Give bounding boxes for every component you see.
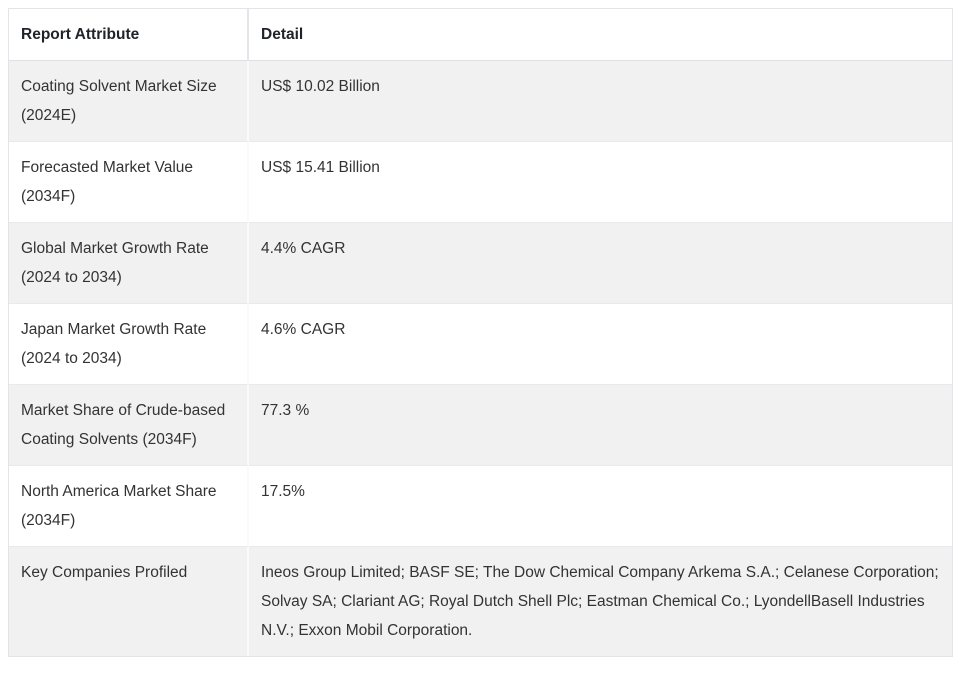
attribute-cell: North America Market Share (2034F)	[9, 466, 249, 547]
detail-cell: US$ 10.02 Billion	[249, 61, 952, 142]
table-row: Coating Solvent Market Size (2024E) US$ …	[9, 61, 952, 142]
attribute-cell: Forecasted Market Value (2034F)	[9, 142, 249, 223]
column-header-report-attribute: Report Attribute	[9, 9, 249, 61]
detail-cell: US$ 15.41 Billion	[249, 142, 952, 223]
detail-cell: Ineos Group Limited; BASF SE; The Dow Ch…	[249, 547, 952, 656]
attribute-cell: Coating Solvent Market Size (2024E)	[9, 61, 249, 142]
table-row: Global Market Growth Rate (2024 to 2034)…	[9, 223, 952, 304]
attribute-cell: Market Share of Crude-based Coating Solv…	[9, 385, 249, 466]
table-row: Japan Market Growth Rate (2024 to 2034) …	[9, 304, 952, 385]
report-summary-table: Report Attribute Detail Coating Solvent …	[8, 8, 953, 657]
attribute-cell: Key Companies Profiled	[9, 547, 249, 656]
table-row: North America Market Share (2034F) 17.5%	[9, 466, 952, 547]
table-row: Forecasted Market Value (2034F) US$ 15.4…	[9, 142, 952, 223]
attribute-cell: Japan Market Growth Rate (2024 to 2034)	[9, 304, 249, 385]
table-row: Market Share of Crude-based Coating Solv…	[9, 385, 952, 466]
table-row: Key Companies Profiled Ineos Group Limit…	[9, 547, 952, 656]
attribute-cell: Global Market Growth Rate (2024 to 2034)	[9, 223, 249, 304]
column-header-detail: Detail	[249, 9, 952, 61]
detail-cell: 77.3 %	[249, 385, 952, 466]
detail-cell: 17.5%	[249, 466, 952, 547]
detail-cell: 4.4% CAGR	[249, 223, 952, 304]
detail-cell: 4.6% CAGR	[249, 304, 952, 385]
table-header-row: Report Attribute Detail	[9, 9, 952, 61]
